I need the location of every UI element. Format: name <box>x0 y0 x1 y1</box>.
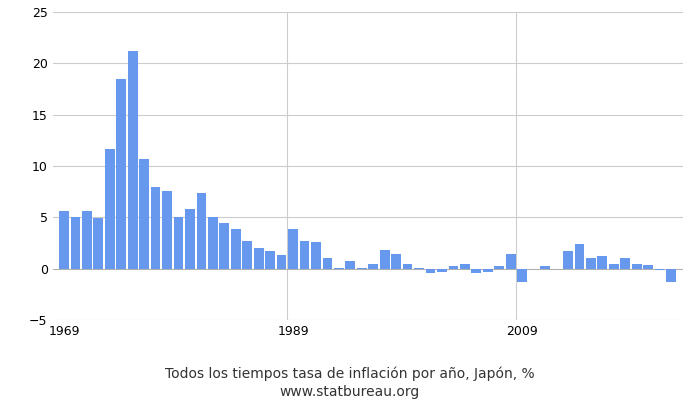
Bar <box>288 229 298 269</box>
Bar <box>139 159 149 269</box>
Bar <box>82 211 92 269</box>
Bar <box>242 241 252 269</box>
Bar <box>391 254 401 269</box>
Bar <box>334 268 344 269</box>
Bar <box>620 258 630 269</box>
Bar <box>494 266 504 269</box>
Bar <box>71 217 80 269</box>
Bar <box>460 264 470 269</box>
Bar <box>59 211 69 269</box>
Bar <box>197 193 206 269</box>
Bar <box>174 217 183 269</box>
Bar <box>575 244 584 269</box>
Bar <box>300 241 309 269</box>
Bar <box>219 224 229 269</box>
Bar <box>128 51 137 269</box>
Bar <box>414 268 424 269</box>
Bar <box>437 269 447 272</box>
Bar <box>116 79 126 269</box>
Bar <box>666 269 676 282</box>
Bar <box>368 264 378 269</box>
Bar <box>402 264 412 269</box>
Bar <box>597 256 607 269</box>
Bar <box>483 269 493 272</box>
Bar <box>632 264 641 269</box>
Bar <box>586 258 596 269</box>
Bar <box>311 242 321 269</box>
Bar <box>150 186 160 269</box>
Bar <box>276 255 286 269</box>
Bar <box>449 266 458 269</box>
Bar <box>254 248 263 269</box>
Bar <box>357 268 367 269</box>
Bar <box>231 229 241 269</box>
Bar <box>506 254 515 269</box>
Bar <box>208 217 218 269</box>
Bar <box>93 218 103 269</box>
Bar <box>517 269 527 282</box>
Bar <box>471 269 481 273</box>
Bar <box>345 262 355 269</box>
Bar <box>185 209 195 269</box>
Bar <box>323 258 332 269</box>
Bar <box>609 264 619 269</box>
Bar <box>265 251 275 269</box>
Bar <box>426 269 435 273</box>
Text: Todos los tiempos tasa de inflación por año, Japón, %: Todos los tiempos tasa de inflación por … <box>165 366 535 381</box>
Bar <box>162 191 172 269</box>
Bar <box>643 264 653 269</box>
Bar <box>540 266 550 269</box>
Bar <box>105 148 115 269</box>
Bar <box>654 269 664 270</box>
Bar <box>380 250 389 269</box>
Text: www.statbureau.org: www.statbureau.org <box>280 385 420 399</box>
Bar <box>563 251 573 269</box>
